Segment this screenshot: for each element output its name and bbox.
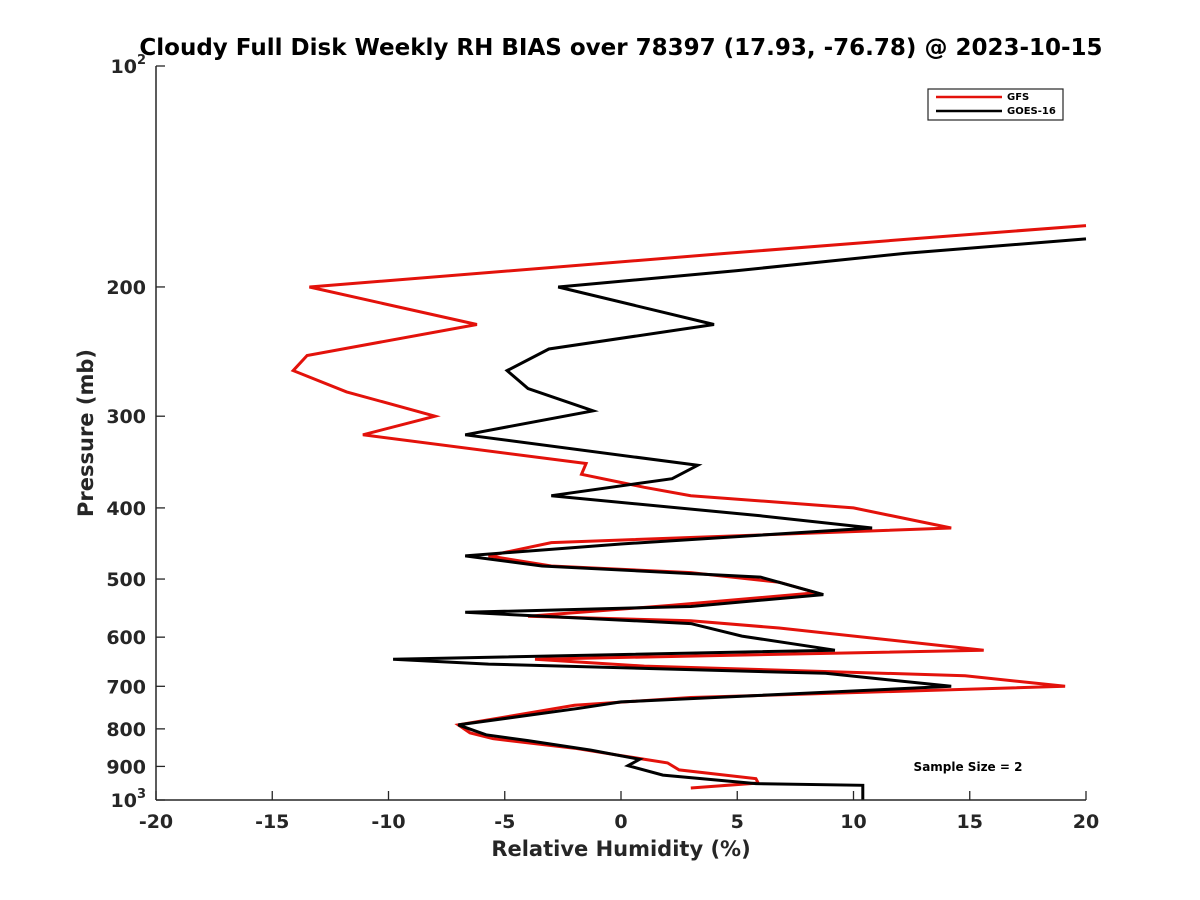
x-ticks: -20 -15 -10 -5 0 5 10 15 20 — [139, 791, 1099, 833]
x-tick-label: -10 — [371, 811, 405, 833]
legend-entry-goes16: GOES-16 — [1007, 106, 1056, 117]
x-tick-label: -15 — [255, 811, 289, 833]
y-tick-label: 900 — [106, 756, 146, 778]
y-axis-label: Pressure (mb) — [74, 349, 98, 517]
y-tick-label: 300 — [106, 406, 146, 428]
legend-entry-gfs: GFS — [1007, 92, 1029, 103]
sample-size-annotation: Sample Size = 2 — [914, 760, 1023, 774]
x-tick-label: 20 — [1073, 811, 1099, 833]
y-tick-label: 700 — [106, 676, 146, 698]
legend: GFS GOES-16 — [927, 88, 1064, 121]
x-tick-label: 0 — [614, 811, 627, 833]
x-axis-label: Relative Humidity (%) — [491, 837, 750, 861]
series-layer — [290, 224, 1087, 800]
chart-title: Cloudy Full Disk Weekly RH BIAS over 783… — [139, 35, 1102, 61]
x-tick-label: 5 — [731, 811, 744, 833]
x-tick-label: -5 — [494, 811, 515, 833]
y-tick-label: 500 — [106, 569, 146, 591]
x-tick-label: 15 — [957, 811, 983, 833]
x-tick-label: 10 — [840, 811, 866, 833]
legend-box — [927, 88, 1064, 121]
series-line-goes16 — [393, 237, 1087, 800]
y-tick-label: 200 — [106, 277, 146, 299]
x-tick-label: -20 — [139, 811, 173, 833]
y-tick-label: 800 — [106, 719, 146, 741]
y-tick-label: 600 — [106, 627, 146, 649]
y-tick-label: 400 — [106, 498, 146, 520]
